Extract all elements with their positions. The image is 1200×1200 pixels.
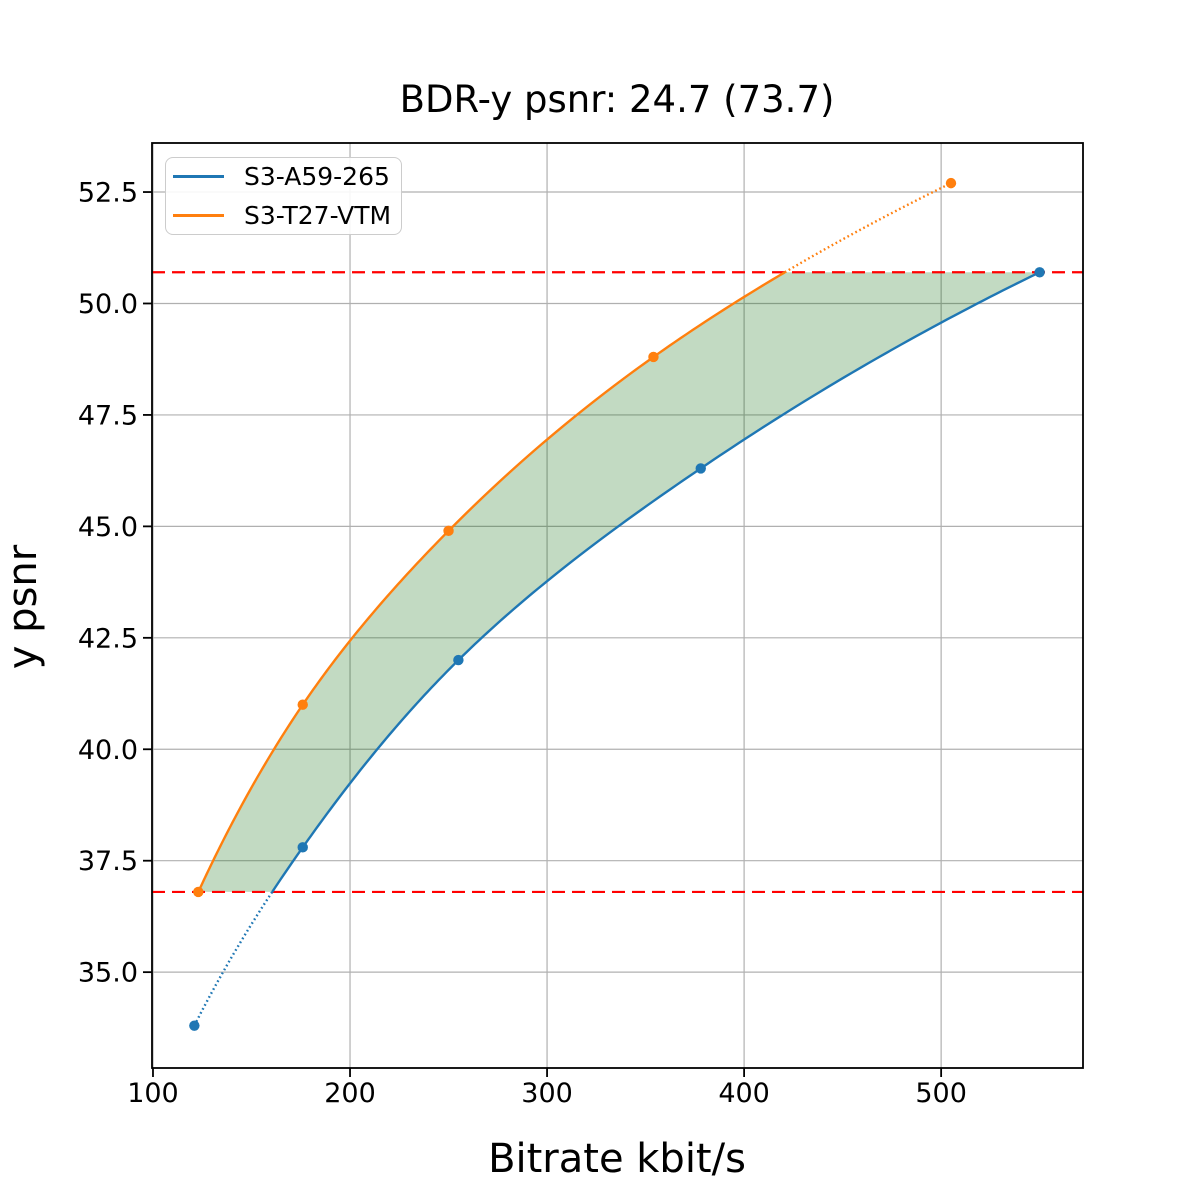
bd-gap-fill-region	[198, 272, 1040, 892]
series-line-S3-T27-VTM	[197, 271, 786, 893]
data-point-S3-T27-VTM	[297, 699, 308, 710]
legend-item-s3-a59-265: S3-A59-265	[173, 162, 401, 192]
legend-line-sample-blue	[173, 175, 224, 178]
data-point-S3-T27-VTM	[193, 886, 204, 898]
legend: S3-A59-265 S3-T27-VTM	[165, 157, 402, 235]
plot-area: 100 200 300 400 500 35.0 37.5 40.0 42.5 45.0 47.5 5…	[78, 142, 1084, 1109]
data-point-S3-T27-VTM	[945, 177, 957, 189]
x-tick-label-100: 100	[127, 1078, 179, 1109]
x-tick-label-500: 500	[915, 1078, 967, 1109]
y-tick-label-50.0: 50.0	[78, 289, 138, 320]
y-tick-label-35.0: 35.0	[78, 958, 138, 989]
data-point-S3-A59-265	[297, 842, 308, 853]
x-tick-label-300: 300	[521, 1078, 573, 1109]
data-point-S3-A59-265	[453, 654, 464, 666]
data-point-S3-A59-265	[1034, 267, 1045, 278]
x-tick-label-200: 200	[324, 1078, 376, 1109]
series-line-dotted-S3-T27-VTM	[784, 182, 952, 274]
legend-item-s3-t27-vtm: S3-T27-VTM	[173, 201, 401, 231]
data-point-S3-A59-265	[695, 463, 706, 474]
series-line-dotted-S3-A59-265	[193, 891, 274, 1027]
y-axis-label: y psnr	[0, 544, 46, 669]
plot-border	[151, 142, 1084, 1069]
legend-label: S3-A59-265	[244, 162, 390, 191]
x-axis-label: Bitrate kbit/s	[488, 1136, 746, 1182]
y-tick-label-37.5: 37.5	[78, 846, 138, 877]
y-tick-label-40.0: 40.0	[78, 735, 138, 766]
data-point-S3-T27-VTM	[443, 525, 454, 537]
y-tick-label-52.5: 52.5	[78, 178, 138, 209]
y-tick-label-45.0: 45.0	[78, 512, 138, 543]
x-tick-label-400: 400	[718, 1078, 770, 1109]
data-point-S3-T27-VTM	[648, 351, 659, 363]
legend-line-sample-orange	[173, 214, 224, 217]
y-tick-label-42.5: 42.5	[78, 623, 138, 654]
data-point-S3-A59-265	[189, 1020, 200, 1031]
series-line-S3-A59-265	[271, 271, 1041, 893]
y-tick-label-47.5: 47.5	[78, 400, 138, 431]
legend-label: S3-T27-VTM	[244, 201, 392, 230]
chart-title: BDR-y psnr: 24.7 (73.7)	[400, 78, 835, 121]
